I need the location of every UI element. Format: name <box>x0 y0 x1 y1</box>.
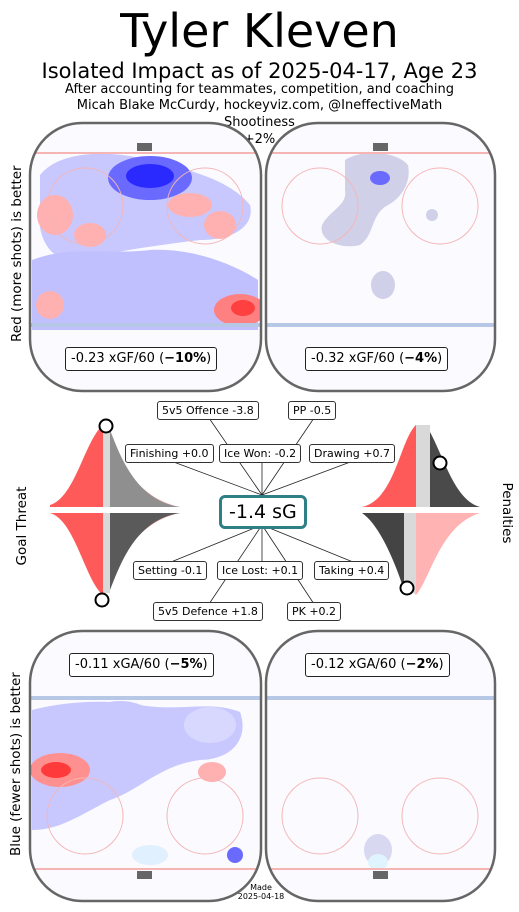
component-pp: PP -0.5 <box>288 401 337 420</box>
method-note: After accounting for teammates, competit… <box>65 82 454 97</box>
component-taking: Taking +0.4 <box>314 561 390 580</box>
shootiness-label: Shootiness <box>224 115 295 130</box>
crease-highlight <box>132 845 168 865</box>
heat-region-red <box>168 193 212 217</box>
total-sg-box: -1.4 sG <box>219 495 307 529</box>
heat-region-red <box>204 211 236 239</box>
heat-region-blue <box>32 249 258 330</box>
goal-threat-label: Goal Threat <box>14 486 30 566</box>
rink-metric-bottom-left: -0.11 xGA/60 (−5%) <box>69 653 214 677</box>
heat-region-red <box>36 291 64 319</box>
bottom-side-label: Blue (fewer shots) is better <box>8 672 24 856</box>
heat-hotspot-red <box>41 762 71 778</box>
component-5v5-defence: 5v5 Defence +1.8 <box>153 602 263 621</box>
heat-hotspot-blue <box>126 164 174 188</box>
heat-region-red <box>37 195 73 235</box>
rink-outline <box>264 629 497 903</box>
rink-metric-top-left: -0.23 xGF/60 (−10%) <box>65 347 218 371</box>
goal-threat-defence-marker <box>94 592 110 608</box>
rink-metric-bottom-right: -0.12 xGA/60 (−2%) <box>305 653 450 677</box>
penalties-taking-marker <box>399 580 415 596</box>
rink-outline <box>28 121 263 393</box>
subtitle: Isolated Impact as of 2025-04-17, Age 23 <box>41 59 478 83</box>
heat-hotspot-red <box>231 300 255 316</box>
penalties-drawing-marker <box>432 455 448 471</box>
goal-threat-distribution <box>50 418 180 608</box>
player-name-title: Tyler Kleven <box>120 4 399 58</box>
component-ice-won: Ice Won: -0.2 <box>219 444 302 463</box>
made-date: 2025-04-18 <box>237 892 285 901</box>
component-5v5-offence: 5v5 Offence -3.8 <box>157 401 259 420</box>
rink-top-right <box>266 123 495 391</box>
heat-region-blue <box>184 707 236 743</box>
rink-outline <box>264 121 497 393</box>
heat-hotspot-blue <box>370 171 390 185</box>
made-label: Made <box>250 883 272 892</box>
rink-outline <box>28 629 263 903</box>
penalties-label: Penalties <box>499 482 515 544</box>
component-pk: PK +0.2 <box>287 602 342 621</box>
author-credit: Micah Blake McCurdy, hockeyviz.com, @Ine… <box>76 98 443 113</box>
rink-metric-top-right: -0.32 xGF/60 (−4%) <box>305 347 449 371</box>
component-drawing: Drawing +0.7 <box>309 444 395 463</box>
heat-region-red <box>198 762 226 782</box>
heat-hotspot-blue <box>227 847 243 863</box>
penalties-distribution <box>362 425 480 596</box>
component-finishing: Finishing +0.0 <box>125 444 214 463</box>
component-ice-lost: Ice Lost: +0.1 <box>217 561 304 580</box>
rink-top-left <box>30 123 261 391</box>
heat-region-blue <box>426 209 438 221</box>
component-setting: Setting -0.1 <box>133 561 208 580</box>
heat-region-blue <box>371 271 395 299</box>
heat-region-blue <box>90 701 150 729</box>
top-side-label: Red (more shots) is better <box>9 165 25 342</box>
goal-threat-offence-marker <box>98 418 114 434</box>
heat-region-red <box>74 223 106 247</box>
crease-highlight <box>368 854 388 870</box>
